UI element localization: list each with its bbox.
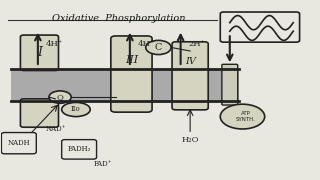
Ellipse shape — [220, 104, 265, 129]
Text: ATP
SYNTH.: ATP SYNTH. — [236, 111, 256, 122]
Circle shape — [146, 40, 171, 55]
Ellipse shape — [62, 102, 90, 117]
Text: 4H⁺: 4H⁺ — [138, 40, 155, 48]
FancyBboxPatch shape — [172, 42, 208, 110]
Text: IIo: IIo — [71, 105, 81, 114]
Text: Oxidative  Phosphorylation: Oxidative Phosphorylation — [52, 14, 186, 23]
Circle shape — [49, 91, 71, 103]
Text: NADH: NADH — [8, 139, 30, 147]
Text: H₂O: H₂O — [181, 136, 199, 144]
Text: III: III — [125, 55, 138, 65]
Text: 2H⁺: 2H⁺ — [188, 40, 205, 48]
FancyBboxPatch shape — [20, 99, 59, 127]
FancyBboxPatch shape — [62, 140, 97, 159]
FancyBboxPatch shape — [20, 35, 59, 71]
Text: FAD⁺: FAD⁺ — [94, 160, 112, 168]
FancyBboxPatch shape — [111, 36, 152, 112]
Text: NAD⁺: NAD⁺ — [45, 125, 66, 133]
Text: 4H⁺: 4H⁺ — [46, 40, 63, 48]
Bar — [11, 69, 239, 101]
FancyBboxPatch shape — [222, 64, 238, 105]
Text: I: I — [37, 46, 42, 59]
Text: Q: Q — [57, 93, 63, 101]
Text: IV: IV — [185, 57, 196, 66]
Text: C: C — [155, 43, 162, 52]
Text: FADH₂: FADH₂ — [68, 145, 91, 153]
FancyBboxPatch shape — [1, 132, 36, 154]
